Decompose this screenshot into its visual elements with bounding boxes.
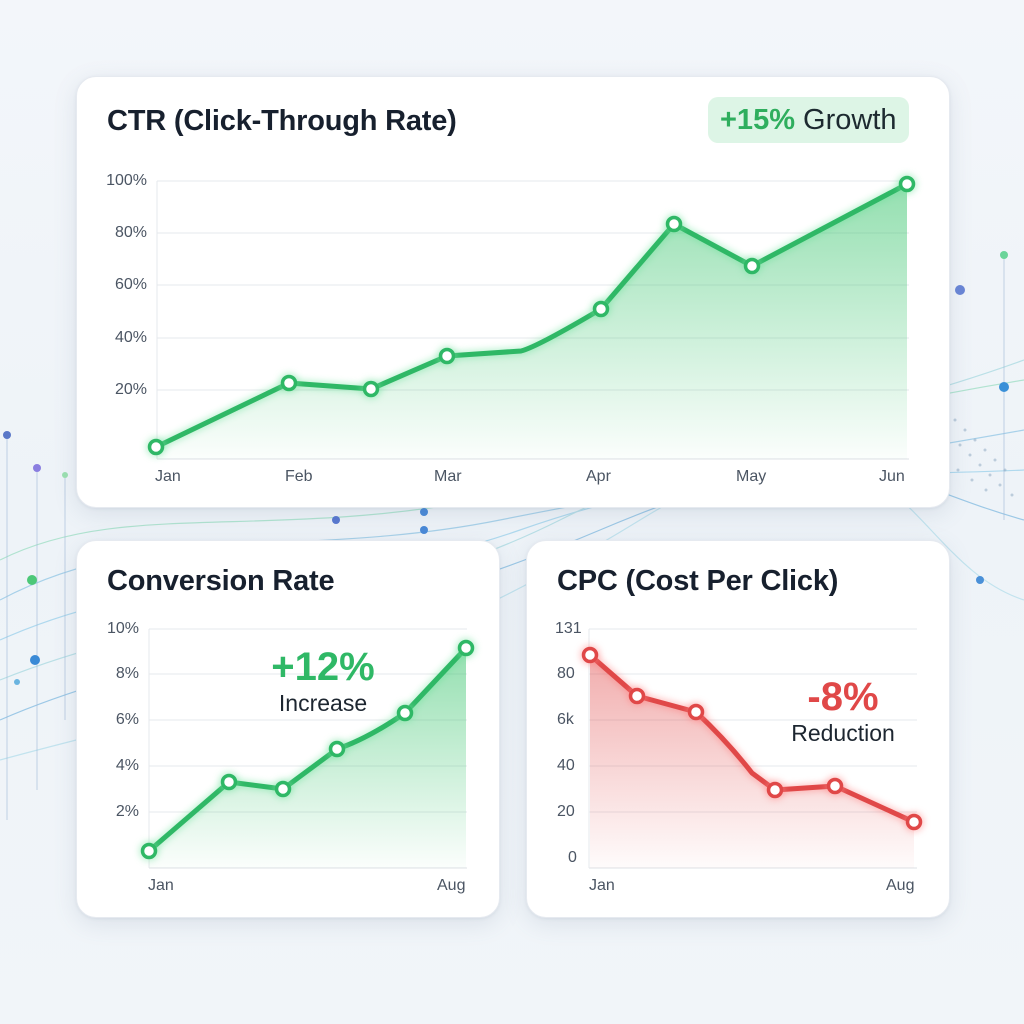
ctr-x-tick: Feb	[285, 468, 313, 485]
conversion-y-tick: 6%	[115, 711, 139, 728]
conversion-x-tick: Jan	[148, 877, 174, 894]
growth-badge-value: +15%	[720, 104, 795, 136]
cpc-card-title: CPC (Cost Per Click)	[557, 565, 839, 597]
cpc-y-tick: 131	[555, 620, 582, 637]
cpc-y-tick: 20	[557, 803, 575, 820]
ctr-card: CTR (Click-Through Rate) +15% Growth	[76, 76, 950, 508]
cpc-y-tick: 80	[557, 665, 575, 682]
conversion-annotation-label: Increase	[278, 690, 368, 716]
ctr-y-tick: 80%	[114, 224, 147, 241]
conversion-y-tick: 2%	[115, 803, 139, 820]
cpc-y-tick: 0	[568, 849, 577, 866]
ctr-x-tick: Mar	[434, 468, 462, 485]
cpc-x-tick: Aug	[886, 877, 915, 894]
conversion-area-fill	[149, 648, 466, 868]
conversion-annotation-value: +12%	[271, 645, 375, 689]
conversion-line-chart	[139, 628, 476, 869]
ctr-x-tick: Apr	[586, 468, 611, 485]
ctr-y-tick: 100%	[106, 172, 147, 189]
ctr-x-tick: May	[736, 468, 767, 485]
cpc-y-tick: 40	[557, 757, 575, 774]
ctr-x-tick: Jan	[155, 468, 181, 485]
conversion-rate-card: Conversion Rate	[76, 540, 500, 918]
conversion-x-tick: Aug	[437, 877, 466, 894]
conversion-data-points	[139, 638, 476, 861]
cpc-card: CPC (Cost Per Click)	[526, 540, 950, 918]
ctr-area-fill	[156, 184, 907, 459]
cpc-y-tick: 6k	[557, 711, 574, 728]
ctr-line-chart	[146, 174, 917, 460]
conversion-annotation: +12% Increase	[263, 645, 383, 717]
cpc-data-points	[580, 645, 924, 832]
ctr-card-title: CTR (Click-Through Rate)	[107, 105, 457, 137]
growth-badge: +15% Growth	[708, 97, 909, 143]
cpc-annotation-value: -8%	[807, 675, 879, 719]
ctr-data-points	[146, 174, 917, 457]
cpc-x-tick: Jan	[589, 877, 615, 894]
ctr-y-tick: 20%	[114, 381, 147, 398]
cpc-annotation-label: Reduction	[791, 720, 895, 746]
conversion-y-tick: 10%	[106, 620, 139, 637]
conversion-card-title: Conversion Rate	[107, 565, 335, 597]
ctr-y-tick: 60%	[114, 276, 147, 293]
cpc-line-chart	[580, 628, 924, 869]
cpc-annotation: -8% Reduction	[777, 675, 909, 747]
conversion-y-tick: 4%	[115, 757, 139, 774]
ctr-y-tick: 40%	[114, 329, 147, 346]
conversion-y-tick: 8%	[115, 665, 139, 682]
ctr-x-tick: Jun	[879, 468, 905, 485]
growth-badge-label: Growth	[803, 104, 897, 136]
